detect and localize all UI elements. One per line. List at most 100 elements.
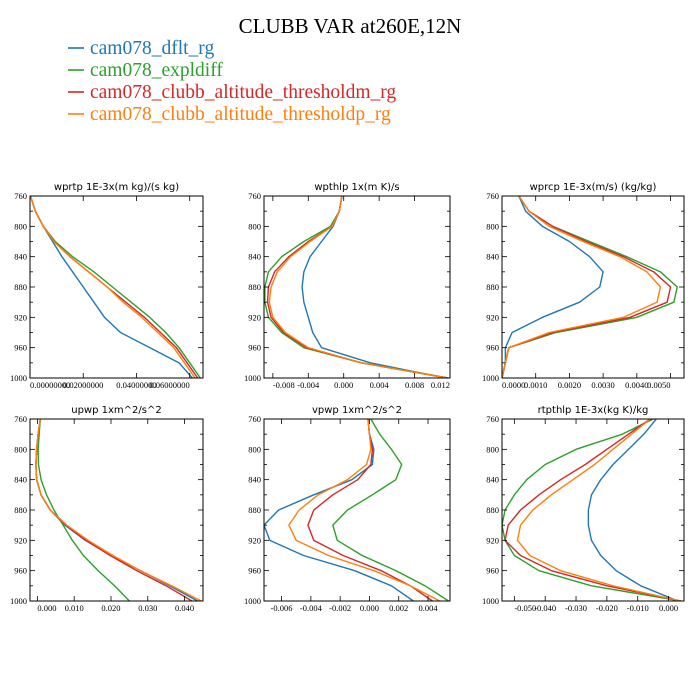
x-tick-label: -0.050 — [514, 603, 536, 613]
panels: wprtp 1E-3x(m kg)/(s kg) 760 800 840 880 920 9… — [10, 182, 685, 613]
plot-frame — [263, 195, 451, 379]
legend-entry: cam078_dflt_rg — [68, 38, 214, 59]
plot-frame — [263, 418, 451, 602]
y-tick-label: 1000 — [482, 373, 499, 383]
x-tick-label: -0.002 — [329, 603, 351, 613]
x-tick-label: 0.02000000 — [63, 380, 103, 390]
x-tick-label: 0.040 — [175, 603, 194, 613]
x-tick-label: 0.000 — [334, 380, 353, 390]
panel-title: rtpthlp 1E-3x(kg K)/kg — [538, 405, 649, 416]
series-line — [35, 419, 198, 601]
y-tick-label: 920 — [248, 312, 261, 322]
y-tick-label: 880 — [14, 282, 27, 292]
y-tick-label: 840 — [248, 252, 261, 262]
series-line — [264, 196, 449, 378]
series-group — [264, 196, 449, 378]
panel: upwp 1xm^2/s^2 760 800 840 880 920 960 1000 0.00… — [10, 405, 204, 613]
panel-title: wprtp 1E-3x(m kg)/(s kg) — [54, 182, 179, 193]
x-tick-label: -0.030 — [565, 603, 587, 613]
y-tick-label: 880 — [248, 282, 261, 292]
y-tick-label: 1000 — [10, 373, 27, 383]
series-group — [264, 419, 449, 601]
x-tick-label: 0.0030 — [591, 380, 614, 390]
series-line — [30, 196, 196, 378]
y-tick-label: 880 — [14, 505, 27, 515]
x-tick-label: 0.06000000 — [149, 380, 189, 390]
y-tick-label: 760 — [14, 191, 27, 201]
series-line — [502, 196, 678, 378]
y-tick-label: 840 — [248, 475, 261, 485]
plot-frame — [501, 195, 685, 379]
y-tick-label: 840 — [486, 475, 499, 485]
series-line — [307, 419, 433, 601]
y-tick-label: 880 — [248, 505, 261, 515]
y-tick-label: 760 — [248, 191, 261, 201]
y-tick-label: 800 — [14, 444, 27, 454]
series-line — [266, 196, 448, 378]
y-tick-label: 920 — [14, 312, 27, 322]
series-line — [30, 196, 201, 378]
series-line — [587, 419, 679, 601]
y-tick-label: 960 — [14, 343, 27, 353]
panel: wprcp 1E-3x(m/s) (kg/kg) 760 800 840 880 920 9… — [482, 182, 685, 390]
y-tick-label: 840 — [486, 252, 499, 262]
x-tick-label: -0.004 — [297, 380, 320, 390]
series-group — [502, 196, 678, 378]
panel-title: wpthlp 1x(m K)/s — [314, 182, 399, 193]
x-tick-label: -0.006 — [271, 603, 293, 613]
panel: wpthlp 1x(m K)/s 760 800 840 880 920 960 1000 -0… — [244, 182, 451, 390]
y-tick-label: 840 — [14, 252, 27, 262]
y-tick-label: 920 — [486, 535, 499, 545]
y-tick-label: 800 — [486, 221, 499, 231]
x-tick-label: 0.0050 — [647, 380, 670, 390]
x-tick-label: 0.000 — [659, 603, 678, 613]
y-tick-label: 800 — [248, 444, 261, 454]
plot-frame — [29, 195, 204, 379]
y-tick-label: 1000 — [10, 596, 27, 606]
series-line — [288, 419, 441, 601]
series-line — [35, 419, 202, 601]
y-tick-label: 960 — [486, 343, 499, 353]
y-tick-label: 1000 — [244, 596, 261, 606]
y-tick-label: 880 — [486, 282, 499, 292]
series-line — [37, 419, 130, 601]
x-tick-label: 0.000 — [37, 603, 56, 613]
y-tick-label: 960 — [248, 566, 261, 576]
legend-entry: cam078_clubb_altitude_thresholdp_rg — [68, 104, 391, 125]
y-tick-label: 1000 — [244, 373, 261, 383]
plot-frame — [501, 418, 685, 602]
x-tick-label: -0.008 — [273, 380, 295, 390]
series-line — [264, 419, 414, 601]
series-line — [502, 419, 682, 601]
panel: vpwp 1xm^2/s^2 760 800 840 880 920 960 1000 -0.0… — [244, 405, 451, 613]
legend-label: cam078_clubb_altitude_thresholdp_rg — [90, 104, 391, 125]
y-tick-label: 920 — [248, 535, 261, 545]
y-tick-label: 960 — [14, 566, 27, 576]
x-tick-label: -0.004 — [300, 603, 323, 613]
y-tick-label: 800 — [486, 444, 499, 454]
series-line — [268, 196, 447, 378]
y-tick-label: 800 — [248, 221, 261, 231]
legend-label: cam078_expldiff — [90, 60, 223, 81]
panel: wprtp 1E-3x(m kg)/(s kg) 760 800 840 880 920 9… — [10, 182, 204, 390]
panel-title: vpwp 1xm^2/s^2 — [312, 405, 402, 416]
y-tick-label: 880 — [486, 505, 499, 515]
series-group — [502, 419, 682, 601]
y-tick-label: 800 — [14, 221, 27, 231]
x-tick-label: -0.040 — [534, 603, 556, 613]
panel: rtpthlp 1E-3x(kg K)/kg 760 800 840 880 920 960… — [482, 405, 685, 613]
x-tick-label: 0.00000000 — [30, 380, 70, 390]
x-tick-label: -0.020 — [596, 603, 618, 613]
y-tick-label: 760 — [486, 414, 499, 424]
y-tick-label: 960 — [486, 566, 499, 576]
panel-title: upwp 1xm^2/s^2 — [71, 405, 161, 416]
x-tick-label: 0.008 — [405, 380, 424, 390]
y-tick-label: 760 — [248, 414, 261, 424]
series-line — [35, 419, 193, 601]
figure-title: CLUBB VAR at260E,12N — [239, 14, 462, 38]
x-tick-label: 0.0040 — [625, 380, 648, 390]
x-tick-label: 0.030 — [138, 603, 157, 613]
series-line — [30, 196, 199, 378]
x-tick-label: 0.000 — [360, 603, 379, 613]
